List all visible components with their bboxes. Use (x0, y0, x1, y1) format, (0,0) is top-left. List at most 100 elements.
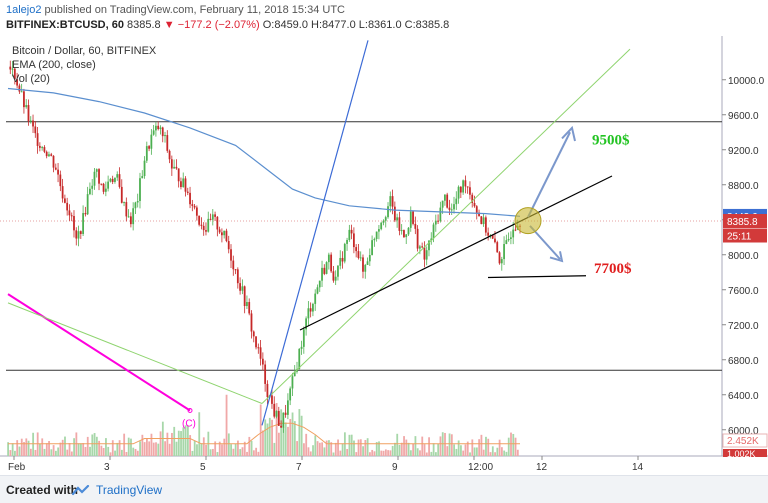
candle-body (86, 194, 89, 215)
volume-bar (255, 447, 258, 456)
high-value: H:8477.0 (311, 19, 356, 31)
candle-body (339, 257, 342, 266)
volume-bar (173, 426, 176, 456)
y-tick-label: 10000.0 (728, 76, 765, 87)
candle-body (32, 120, 34, 127)
candle-body (152, 130, 155, 135)
volume-bar (289, 418, 292, 456)
candle-body (289, 388, 292, 401)
volume-bar (503, 450, 506, 456)
target-7700-line[interactable] (487, 275, 587, 279)
volume-bar (305, 433, 308, 456)
volume-bar (494, 452, 496, 456)
volume-bar (70, 451, 73, 456)
candle-body (216, 216, 219, 230)
volume-bar (52, 445, 55, 456)
volume-bar (357, 439, 360, 456)
candle-body (505, 240, 508, 244)
volume-bar (348, 434, 351, 456)
ema-200-line[interactable] (7, 87, 521, 217)
volume-bar (54, 450, 57, 456)
volume-bar (246, 451, 248, 456)
tradingview-brand-link[interactable]: TradingView (96, 483, 163, 497)
volume-bar (430, 451, 433, 456)
x-tick-label: 5 (200, 462, 206, 473)
volume-bar (460, 445, 462, 456)
candle-body (93, 171, 96, 186)
volume-badge-last-text: 1.002K (727, 449, 756, 459)
price-axis-badge-text: 25:11 (727, 232, 752, 243)
volume-bar (180, 431, 182, 456)
candle-body (403, 230, 405, 238)
black-support-line[interactable] (299, 175, 613, 331)
price-chart[interactable]: 6000.06400.06800.07200.07600.08000.08400… (0, 36, 768, 475)
volume-bar (127, 437, 130, 456)
candle-body (123, 202, 125, 204)
volume-bar (200, 443, 203, 456)
volume-bar (375, 442, 378, 456)
candle-body (378, 229, 380, 232)
volume-bar (41, 438, 44, 456)
candle-body (200, 224, 203, 226)
candle-body (264, 364, 267, 384)
volume-bar (175, 441, 178, 456)
volume-bar (489, 452, 492, 456)
author-link[interactable]: 1alejo2 (6, 4, 42, 16)
price-axis-badge-text: 8385.8 (727, 217, 758, 228)
volume-bar (371, 449, 374, 456)
green-fan-line-upper[interactable] (261, 48, 631, 404)
volume-bar (234, 443, 237, 456)
candle-body (45, 151, 48, 157)
candle-body (170, 159, 173, 169)
candle-body (439, 207, 442, 222)
candle-body (16, 79, 19, 86)
candle-body (444, 194, 446, 201)
candle-body (9, 66, 12, 70)
volume-bar (478, 439, 481, 456)
candle-body (284, 412, 287, 415)
volume-bar (227, 433, 230, 456)
volume-bar (337, 439, 339, 456)
candle-body (250, 313, 253, 332)
candle-body (355, 247, 358, 252)
candle-body (469, 187, 471, 195)
candle-body (236, 269, 239, 284)
volume-bar (259, 404, 262, 456)
x-tick-label: 12:00 (468, 462, 493, 473)
candle-body (323, 267, 326, 274)
volume-bar (29, 448, 32, 456)
candle-body (227, 241, 230, 250)
candle-body (89, 188, 91, 195)
highlight-circle[interactable] (514, 207, 542, 235)
candle-body (266, 383, 269, 398)
volume-bar (373, 451, 376, 456)
projection-up-arrow[interactable] (527, 131, 571, 218)
candle-body (84, 213, 87, 215)
volume-bar (248, 436, 251, 456)
arrow-up-head-icon (561, 125, 576, 142)
legend-ema: EMA (200, close) (12, 59, 96, 71)
candle-body (259, 347, 262, 359)
candle-body (161, 127, 164, 137)
volume-bar (323, 447, 326, 456)
volume-bar (20, 438, 23, 456)
volume-bar (107, 446, 110, 456)
candle-body (25, 105, 28, 108)
volume-bar (312, 445, 314, 456)
volume-bar (359, 439, 362, 456)
volume-bar (80, 443, 82, 456)
candle-body (141, 176, 144, 179)
candle-body (248, 302, 251, 314)
magenta-point (187, 408, 193, 413)
candle-body (430, 238, 433, 241)
close-value: C:8385.8 (404, 19, 450, 31)
volume-bar (130, 438, 132, 456)
green-fan-line-lower[interactable] (7, 302, 263, 404)
candle-body (416, 228, 419, 249)
y-tick-label: 6800.0 (728, 356, 759, 367)
y-tick-label: 8800.0 (728, 181, 759, 192)
volume-bar (191, 450, 194, 456)
blue-trendline[interactable] (261, 40, 369, 426)
volume-bar (91, 434, 94, 456)
magenta-trendline[interactable] (7, 293, 191, 412)
